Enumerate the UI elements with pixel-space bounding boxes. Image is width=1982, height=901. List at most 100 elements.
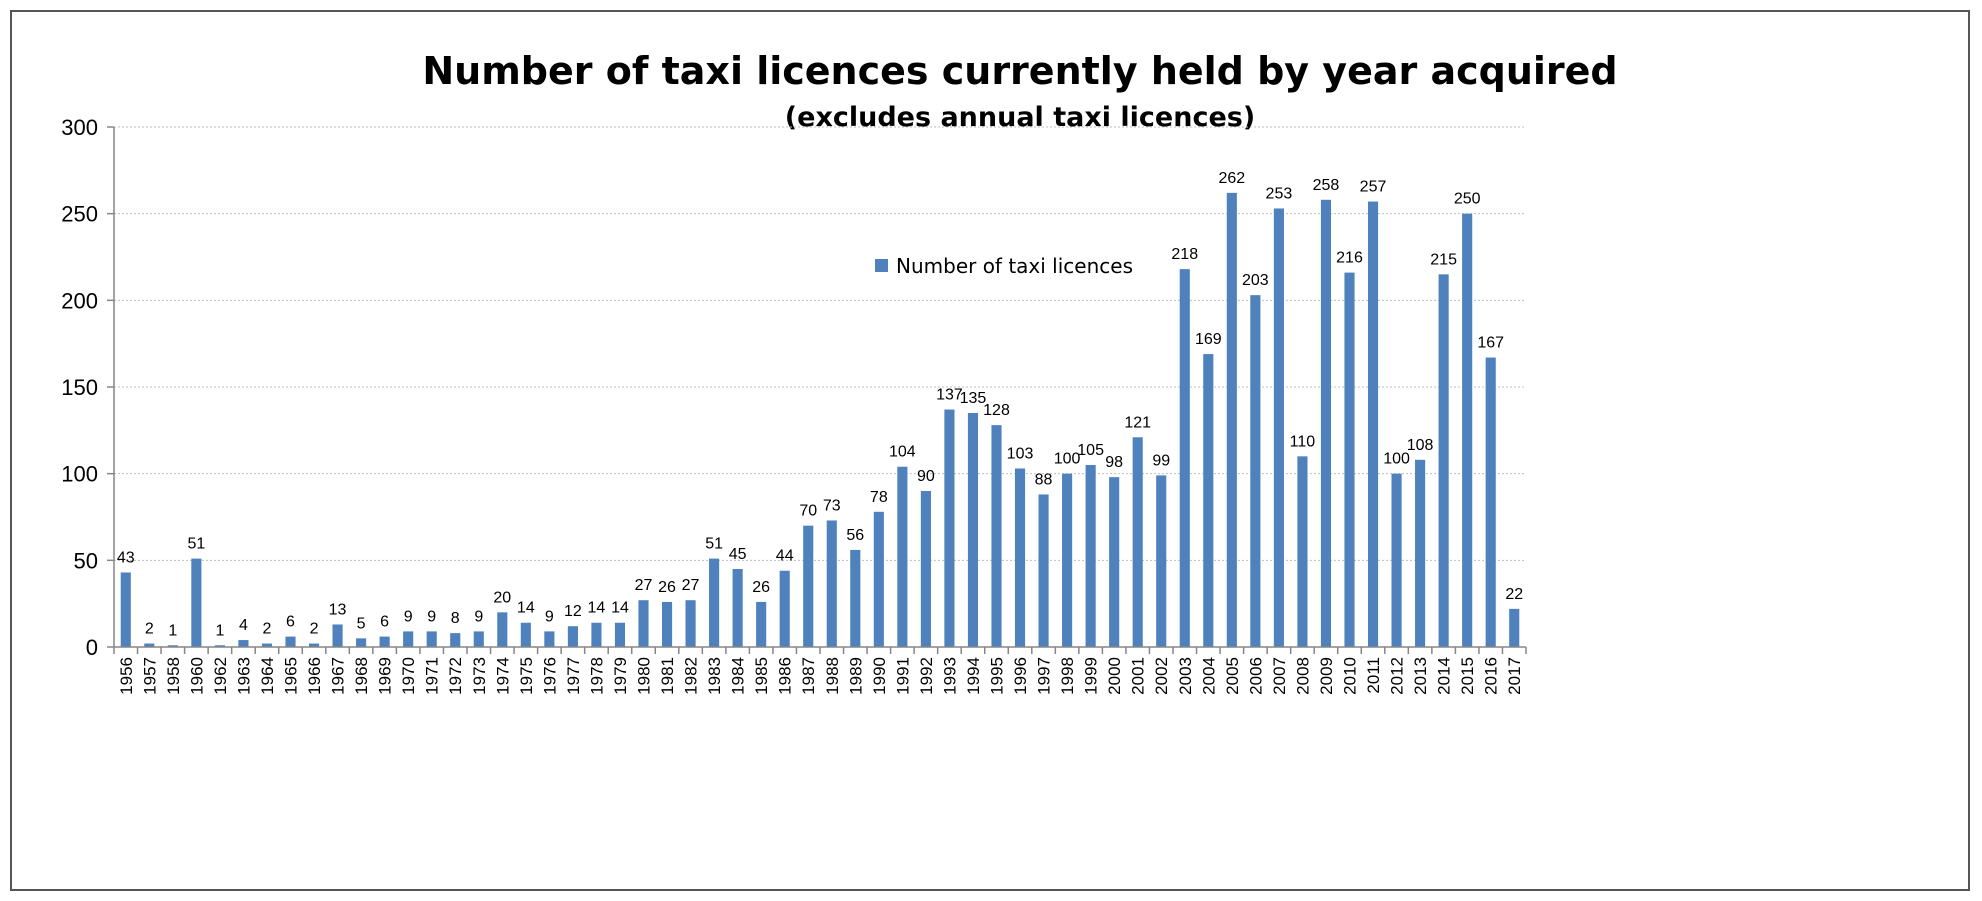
- bar-1998: [1062, 473, 1073, 647]
- data-label-1987: 70: [799, 503, 817, 520]
- x-tick-label-1964: 1964: [258, 657, 277, 695]
- bar-1978: [591, 622, 602, 647]
- data-label-1967: 13: [329, 601, 347, 618]
- data-label-2007: 253: [1266, 185, 1293, 202]
- x-tick-label-1960: 1960: [187, 657, 206, 695]
- x-tick-label-1973: 1973: [470, 657, 489, 695]
- x-tick-label-2014: 2014: [1435, 657, 1454, 695]
- chart-svg: Number of taxi licences currently held b…: [61, 49, 1617, 695]
- bar-2007: [1273, 208, 1284, 647]
- data-label-1969: 6: [380, 614, 389, 631]
- bar-1962: [214, 645, 225, 647]
- data-label-1999: 105: [1077, 442, 1104, 459]
- data-label-1978: 14: [588, 600, 606, 617]
- bar-1987: [803, 525, 814, 647]
- x-tick-label-1975: 1975: [517, 657, 536, 695]
- data-label-1963: 4: [239, 617, 248, 634]
- data-label-1976: 9: [545, 608, 554, 625]
- x-tick-label-2016: 2016: [1482, 657, 1501, 695]
- bar-1981: [661, 601, 673, 647]
- bar-1985: [756, 601, 767, 647]
- bar-2016: [1485, 357, 1496, 647]
- x-tick-label-1956: 1956: [117, 657, 136, 695]
- bar-1989: [850, 549, 861, 647]
- bar-2001: [1132, 437, 1143, 647]
- bar-2009: [1320, 199, 1332, 648]
- bar-2015: [1462, 213, 1473, 647]
- y-tick-label-150: 150: [61, 375, 98, 400]
- x-tick-label-2005: 2005: [1223, 657, 1242, 695]
- x-tick-label-1998: 1998: [1058, 657, 1077, 695]
- data-label-1958: 1: [168, 622, 177, 639]
- data-label-1972: 8: [451, 610, 460, 627]
- x-tick-label-2011: 2011: [1364, 657, 1383, 694]
- y-tick-label-200: 200: [61, 288, 98, 313]
- x-tick-label-1969: 1969: [376, 657, 395, 695]
- bar-1984: [732, 569, 743, 647]
- bar-1990: [873, 511, 884, 647]
- data-label-2002: 99: [1152, 452, 1170, 469]
- bar-1969: [379, 636, 390, 647]
- x-tick-label-1965: 1965: [282, 657, 301, 695]
- data-label-1962: 1: [215, 622, 224, 639]
- legend: Number of taxi licences: [875, 254, 1133, 278]
- data-label-2005: 262: [1218, 170, 1245, 187]
- data-label-1984: 45: [729, 546, 747, 563]
- x-tick-label-1991: 1991: [893, 657, 912, 695]
- x-tick-label-1980: 1980: [635, 657, 654, 695]
- data-label-1981: 26: [658, 579, 676, 596]
- x-tick-label-2003: 2003: [1176, 657, 1195, 695]
- bar-1964: [261, 643, 273, 647]
- data-label-2014: 215: [1430, 251, 1457, 268]
- x-tick-label-2002: 2002: [1152, 657, 1171, 695]
- bar-2012: [1391, 473, 1402, 647]
- data-label-2001: 121: [1124, 414, 1151, 431]
- x-tick-label-1994: 1994: [964, 657, 983, 695]
- bar-1967: [332, 624, 343, 647]
- data-label-2006: 203: [1242, 272, 1269, 289]
- data-label-1986: 44: [776, 548, 794, 565]
- bar-2011: [1367, 201, 1379, 648]
- bar-1963: [238, 640, 249, 647]
- bar-2010: [1344, 272, 1355, 647]
- chart-frame: Number of taxi licences currently held b…: [10, 10, 1970, 891]
- bar-2014: [1438, 274, 1449, 647]
- bar-1966: [308, 643, 320, 647]
- bar-1992: [920, 491, 931, 647]
- bar-2000: [1109, 477, 1120, 647]
- bar-1958: [167, 645, 178, 647]
- bar-2013: [1415, 459, 1426, 647]
- bar-2005: [1226, 192, 1237, 647]
- x-tick-label-1984: 1984: [729, 657, 748, 695]
- bar-1956: [120, 572, 131, 647]
- data-label-1988: 73: [823, 497, 841, 514]
- bar-1974: [497, 612, 508, 647]
- bar-1997: [1038, 494, 1049, 647]
- data-label-1982: 27: [682, 577, 700, 594]
- data-label-1956: 43: [117, 549, 135, 566]
- data-label-2013: 108: [1407, 437, 1434, 454]
- x-tick-label-1978: 1978: [587, 657, 606, 695]
- bar-1968: [356, 638, 367, 647]
- bar-1957: [144, 643, 155, 647]
- data-label-2017: 22: [1505, 586, 1523, 603]
- legend-label: Number of taxi licences: [896, 254, 1133, 278]
- x-tick-label-1974: 1974: [493, 657, 512, 695]
- bar-1975: [520, 622, 531, 647]
- x-tick-label-2006: 2006: [1246, 657, 1265, 695]
- x-tick-label-1957: 1957: [140, 657, 159, 695]
- x-tick-label-1962: 1962: [211, 657, 230, 695]
- x-tick-label-2007: 2007: [1270, 657, 1289, 695]
- data-label-1993: 137: [936, 387, 963, 404]
- bar-2006: [1250, 295, 1261, 647]
- data-label-2016: 167: [1477, 335, 1504, 352]
- data-label-2015: 250: [1454, 191, 1481, 208]
- x-tick-label-1987: 1987: [799, 657, 818, 695]
- bar-1996: [1014, 468, 1026, 647]
- data-label-1985: 26: [752, 579, 770, 596]
- bar-1982: [685, 600, 696, 647]
- y-tick-label-100: 100: [61, 462, 98, 487]
- data-label-1974: 20: [493, 589, 511, 606]
- bar-1976: [544, 631, 555, 647]
